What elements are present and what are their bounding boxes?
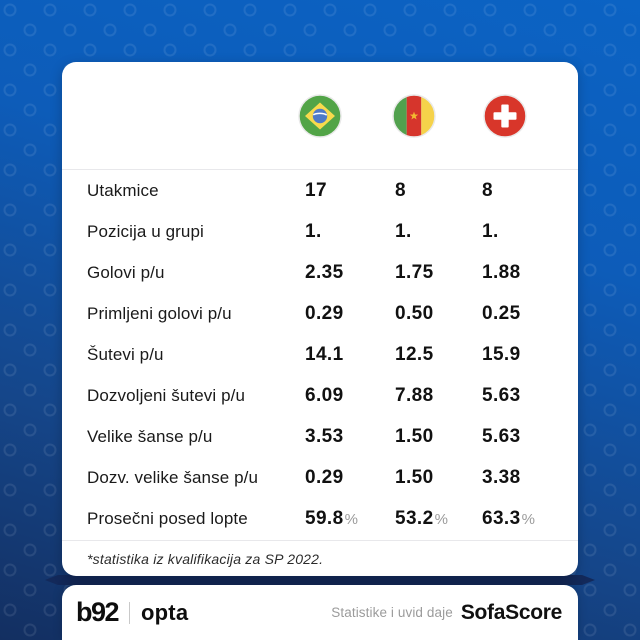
row-value-cameroon: 1.50 (395, 467, 434, 489)
row-label: Primljeni golovi p/u (87, 303, 232, 323)
row-value-cameroon: 1.50 (395, 426, 434, 448)
row-value-switzerland: 15.9 (482, 343, 521, 365)
b92-logo: b92 (76, 597, 120, 627)
accent-ribbon (45, 575, 595, 585)
table-row: Prosečni posed lopte 59.8% 53.2% 63.3% (62, 499, 578, 540)
footer-bar: b92 opta Statistike i uvid daje SofaScor… (62, 585, 578, 640)
row-value-brazil: 1. (305, 220, 322, 242)
row-value-cameroon: 8 (395, 179, 406, 201)
table-row: Utakmice 17 8 8 (62, 170, 578, 211)
opta-logo: opta (141, 599, 189, 625)
row-value-switzerland: 5.63 (482, 385, 521, 407)
row-label: Šutevi p/u (87, 344, 164, 364)
row-value-brazil: 59.8% (305, 508, 359, 530)
row-label: Dozv. velike šanse p/u (87, 468, 259, 488)
row-label: Prosečni posed lopte (87, 509, 248, 529)
table-row: Velike šanse p/u 3.53 1.50 5.63 (62, 417, 578, 458)
row-value-brazil: 17 (305, 179, 327, 201)
percent-suffix: % (521, 511, 536, 529)
logo-divider (129, 601, 131, 624)
row-label: Golovi p/u (87, 262, 165, 282)
row-value-switzerland: 5.63 (482, 426, 521, 448)
row-label: Dozvoljeni šutevi p/u (87, 386, 246, 406)
row-value-brazil: 0.29 (305, 467, 344, 489)
row-value-brazil: 0.29 (305, 302, 344, 324)
table-row: Dozvoljeni šutevi p/u 6.09 7.88 5.63 (62, 376, 578, 417)
table-row: Primljeni golovi p/u 0.29 0.50 0.25 (62, 293, 578, 334)
brazil-flag-icon (298, 93, 342, 138)
percent-suffix: % (434, 511, 449, 529)
row-label: Velike šanse p/u (87, 427, 213, 447)
percent-suffix: % (344, 511, 359, 529)
row-value-switzerland: 1. (482, 220, 499, 242)
row-value-brazil: 6.09 (305, 385, 344, 407)
table-row: Dozv. velike šanse p/u 0.29 1.50 3.38 (62, 458, 578, 499)
sofascore-logo: SofaScore (460, 600, 562, 624)
row-value-switzerland: 3.38 (482, 467, 521, 489)
switzerland-flag-icon (483, 93, 527, 138)
footnote: *statistika iz kvalifikacija za SP 2022. (62, 540, 578, 576)
row-value-brazil: 2.35 (305, 261, 344, 283)
stats-card: Utakmice 17 8 8 Pozicija u grupi 1. 1. 1… (62, 62, 578, 576)
table-row: Golovi p/u 2.35 1.75 1.88 (62, 252, 578, 293)
row-value-cameroon: 1.75 (395, 261, 434, 283)
row-value-switzerland: 63.3% (482, 508, 536, 530)
row-value-cameroon: 12.5 (395, 343, 434, 365)
table-row: Pozicija u grupi 1. 1. 1. (62, 211, 578, 252)
row-value-cameroon: 0.50 (395, 302, 434, 324)
table-row: Šutevi p/u 14.1 12.5 15.9 (62, 334, 578, 375)
row-value-brazil: 3.53 (305, 426, 344, 448)
team-flags-header (62, 62, 578, 170)
row-value-switzerland: 1.88 (482, 261, 521, 283)
stats-rows: Utakmice 17 8 8 Pozicija u grupi 1. 1. 1… (62, 170, 578, 540)
cameroon-flag-icon (392, 93, 436, 138)
row-value-cameroon: 1. (395, 220, 412, 242)
row-value-cameroon: 7.88 (395, 385, 434, 407)
row-value-switzerland: 8 (482, 179, 493, 201)
row-label: Pozicija u grupi (87, 221, 204, 241)
footer-brands: b92 opta (76, 597, 188, 628)
row-value-brazil: 14.1 (305, 343, 344, 365)
row-label: Utakmice (87, 180, 159, 200)
footer-credit: Statistike i uvid daje SofaScore (331, 601, 562, 625)
row-value-cameroon: 53.2% (395, 508, 449, 530)
credit-text: Statistike i uvid daje (331, 605, 453, 620)
row-value-switzerland: 0.25 (482, 302, 521, 324)
